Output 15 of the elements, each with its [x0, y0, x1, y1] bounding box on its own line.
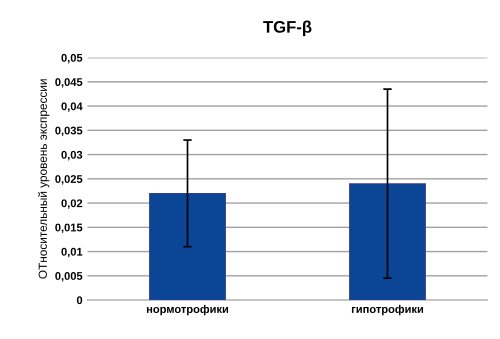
y-tick-label: 0,005: [55, 272, 82, 282]
y-tick-label: 0: [76, 296, 82, 304]
y-tick-label: 0,035: [55, 126, 82, 136]
y-tick-label: 0,045: [55, 78, 82, 88]
y-tick-label: 0,015: [55, 224, 82, 234]
y-tick-label: 0,04: [61, 102, 83, 112]
chart-title: TGF-β: [263, 20, 312, 36]
y-tick-label: 0,03: [61, 150, 82, 160]
y-tick-label: 0,02: [61, 199, 82, 209]
x-tick-label: гипотрофики: [352, 304, 424, 316]
y-tick-label: 0,05: [61, 54, 82, 64]
y-axis-title: ОТносительный уровень экспрессии: [38, 79, 50, 279]
y-tick-label: 0,025: [55, 175, 82, 185]
x-tick-label: нормотрофики: [146, 304, 228, 316]
y-tick-label: 0,01: [61, 248, 82, 258]
